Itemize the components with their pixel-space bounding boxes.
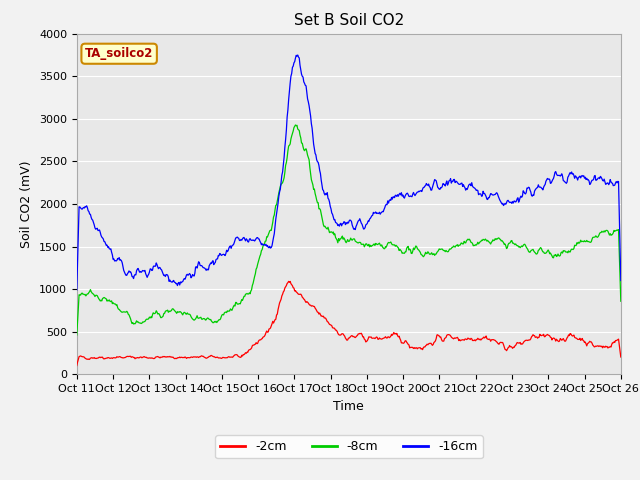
Legend: -2cm, -8cm, -16cm: -2cm, -8cm, -16cm	[215, 435, 483, 458]
Y-axis label: Soil CO2 (mV): Soil CO2 (mV)	[20, 160, 33, 248]
X-axis label: Time: Time	[333, 400, 364, 413]
Text: TA_soilco2: TA_soilco2	[85, 47, 154, 60]
Title: Set B Soil CO2: Set B Soil CO2	[294, 13, 404, 28]
